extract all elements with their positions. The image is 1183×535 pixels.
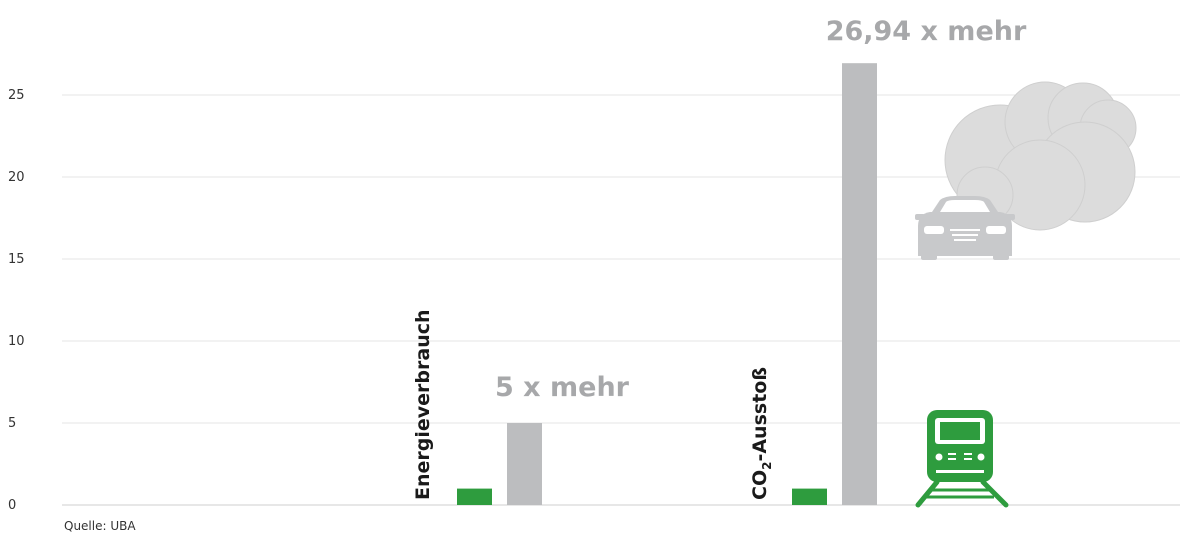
train-icon: [915, 410, 1009, 508]
y-tick-label: 20: [8, 170, 25, 185]
y-tick-label: 10: [8, 334, 25, 349]
annotation-label: 26,94 x mehr: [826, 16, 1027, 47]
bars: [457, 63, 877, 506]
category-label-energie: Energieverbrauch: [412, 309, 434, 500]
bar-car-co2: [842, 63, 877, 506]
annotations: 5 x mehr 26,94 x mehr: [495, 16, 1027, 403]
source-label: Quelle: UBA: [64, 519, 136, 533]
car-icon: [915, 196, 1015, 260]
annotation-label: 5 x mehr: [495, 372, 630, 403]
category-label-co2: CO2-Ausstoß: [749, 367, 774, 500]
y-tick-label: 25: [8, 88, 25, 103]
y-tick-label: 5: [8, 416, 16, 431]
bar-train-energie: [457, 488, 492, 505]
cloud-icon: [944, 81, 1137, 231]
grid-layer: [62, 94, 1180, 506]
y-axis: 0 5 10 15 20 25: [8, 88, 25, 513]
y-tick-label: 0: [8, 498, 16, 513]
bar-train-co2: [792, 488, 827, 505]
bar-car-energie: [507, 423, 542, 505]
y-tick-label: 15: [8, 252, 25, 267]
